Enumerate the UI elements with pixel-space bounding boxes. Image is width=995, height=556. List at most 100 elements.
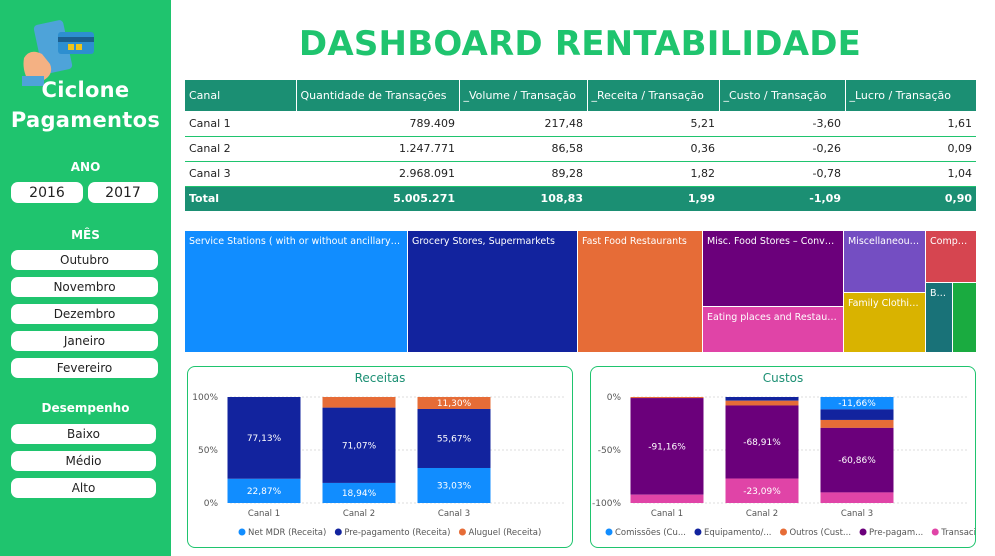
col-header-receita[interactable]: _Receita / Transação <box>587 80 720 111</box>
treemap-tile-computer[interactable]: Comput... <box>926 231 977 283</box>
rentabilidade-table: Canal Quantidade de Transações _Volume /… <box>185 80 976 211</box>
payment-app-logo-icon <box>22 20 94 86</box>
month-dezembro-button[interactable]: Dezembro <box>11 304 158 324</box>
bar-segment[interactable] <box>630 398 704 495</box>
cell-quantidade: 789.409 <box>296 111 459 137</box>
legend-entry[interactable]: Aluguel (Receita) <box>468 528 541 538</box>
cell-quantidade: 2.968.091 <box>296 161 459 187</box>
data-label: 77,13% <box>247 434 282 444</box>
month-outubro-button[interactable]: Outubro <box>11 250 158 270</box>
x-tick-label: Canal 3 <box>438 509 470 519</box>
legend-entry[interactable]: Comissões (Cu... <box>615 528 686 538</box>
brand-name-line1: Ciclone <box>41 78 130 102</box>
mes-title: MÊS <box>71 228 100 242</box>
month-novembro-button[interactable]: Novembro <box>11 277 158 297</box>
legend-marker <box>694 528 702 536</box>
total-volume: 108,83 <box>459 186 587 211</box>
bar-segment[interactable] <box>820 397 894 410</box>
bar-segment[interactable] <box>227 478 301 503</box>
bar-segment[interactable] <box>630 494 704 503</box>
desempenho-alto-button[interactable]: Alto <box>11 478 156 498</box>
legend-entry[interactable]: Transacion... <box>940 528 975 538</box>
legend-marker <box>605 528 613 536</box>
bar-segment[interactable] <box>725 478 799 503</box>
custos-chart-title: Custos <box>762 371 804 385</box>
treemap-tile-eating-places[interactable]: Eating places and Restaura... <box>703 307 844 353</box>
col-header-volume[interactable]: _Volume / Transação <box>459 80 588 111</box>
receitas-panel: Receitas 100% 50% 0% 22,87% 77,13% Canal 1 18,… <box>187 366 573 548</box>
treemap-tile-service-stations[interactable]: Service Stations ( with or without ancil… <box>185 231 408 353</box>
cell-custo: -0,26 <box>719 136 845 162</box>
bar-segment[interactable] <box>417 408 491 468</box>
total-receita: 1,99 <box>587 186 719 211</box>
treemap-tile-miscellaneous[interactable]: Miscellaneous... <box>844 231 926 293</box>
bar-segment[interactable] <box>725 400 799 406</box>
legend-entry[interactable]: Equipamento/... <box>704 528 772 538</box>
treemap-tile-ba[interactable]: Ba... <box>926 283 953 353</box>
brand-name-line2: Pagamentos <box>10 108 161 132</box>
bar-segment[interactable] <box>417 397 491 409</box>
cell-canal: Canal 1 <box>185 111 296 137</box>
total-lucro: 0,90 <box>845 186 976 211</box>
cell-quantidade: 1.247.771 <box>296 136 459 162</box>
y-tick-label: 100% <box>192 393 218 403</box>
bar-segment[interactable] <box>322 397 396 408</box>
y-tick-label: -100% <box>592 499 621 509</box>
bar-segment[interactable] <box>820 427 894 493</box>
bar-segment[interactable] <box>417 467 491 503</box>
desempenho-medio-button[interactable]: Médio <box>11 451 156 471</box>
custos-chart: 0% -50% -100% -91,16% Canal 1 -68,91% -23,09% C… <box>592 393 975 538</box>
month-fevereiro-button[interactable]: Fevereiro <box>11 358 158 378</box>
bar-segment[interactable] <box>322 482 396 503</box>
bar-segment[interactable] <box>820 492 894 503</box>
x-tick-label: Canal 2 <box>343 509 375 519</box>
col-header-custo[interactable]: _Custo / Transação <box>719 80 846 111</box>
desempenho-title: Desempenho <box>41 401 130 415</box>
treemap-tile-family-clothing[interactable]: Family Clothin... <box>844 293 926 353</box>
cell-lucro: 0,09 <box>845 136 976 162</box>
ano-title: ANO <box>70 160 101 174</box>
bar-segment[interactable] <box>630 397 704 399</box>
bar-segment[interactable] <box>322 407 396 483</box>
bar-segment[interactable] <box>725 397 799 401</box>
legend-entry[interactable]: Pre-pagamento (Receita) <box>344 528 450 538</box>
desempenho-baixo-button[interactable]: Baixo <box>11 424 156 444</box>
cell-receita: 5,21 <box>587 111 719 137</box>
bar-segment[interactable] <box>820 419 894 428</box>
month-janeiro-button[interactable]: Janeiro <box>11 331 158 351</box>
table-row[interactable]: Canal 3 2.968.091 89,28 1,82 -0,78 1,04 <box>185 161 976 187</box>
data-label: 22,87% <box>247 487 282 497</box>
data-label: 11,30% <box>437 399 472 409</box>
col-header-lucro[interactable]: _Lucro / Transação <box>845 80 976 111</box>
bar-segment[interactable] <box>820 409 894 420</box>
legend-marker <box>334 528 342 536</box>
data-label: 18,94% <box>342 489 377 499</box>
cell-canal: Canal 2 <box>185 136 296 162</box>
col-header-canal[interactable]: Canal <box>185 80 297 111</box>
total-quantidade: 5.005.271 <box>296 186 459 211</box>
table-row[interactable]: Canal 1 789.409 217,48 5,21 -3,60 1,61 <box>185 111 976 137</box>
legend-entry[interactable]: Pre-pagam... <box>869 528 923 538</box>
legend-entry[interactable]: Net MDR (Receita) <box>248 528 326 538</box>
col-header-quantidade[interactable]: Quantidade de Transações <box>296 80 460 111</box>
treemap-tile-grocery-stores[interactable]: Grocery Stores, Supermarkets <box>408 231 578 353</box>
treemap-tile-fast-food[interactable]: Fast Food Restaurants <box>578 231 703 353</box>
year-2017-button[interactable]: 2017 <box>88 182 158 203</box>
cell-lucro: 1,04 <box>845 161 976 187</box>
legend-marker <box>238 528 246 536</box>
legend-marker <box>779 528 787 536</box>
table-row[interactable]: Canal 2 1.247.771 86,58 0,36 -0,26 0,09 <box>185 136 976 162</box>
treemap-tile-other[interactable] <box>953 283 977 353</box>
bar-segment[interactable] <box>725 405 799 479</box>
legend-entry[interactable]: Outros (Cust... <box>789 528 851 538</box>
cell-volume: 217,48 <box>459 111 587 137</box>
bar-segment[interactable] <box>227 397 301 479</box>
x-tick-label: Canal 3 <box>841 509 873 519</box>
y-tick-label: 0% <box>607 393 622 403</box>
data-label: 71,07% <box>342 441 377 451</box>
legend-marker <box>931 528 939 536</box>
treemap-tile-misc-food-stores[interactable]: Misc. Food Stores – Conven... <box>703 231 844 307</box>
data-label: 55,67% <box>437 434 472 444</box>
year-2016-button[interactable]: 2016 <box>11 182 83 203</box>
data-label: -91,16% <box>648 442 686 452</box>
